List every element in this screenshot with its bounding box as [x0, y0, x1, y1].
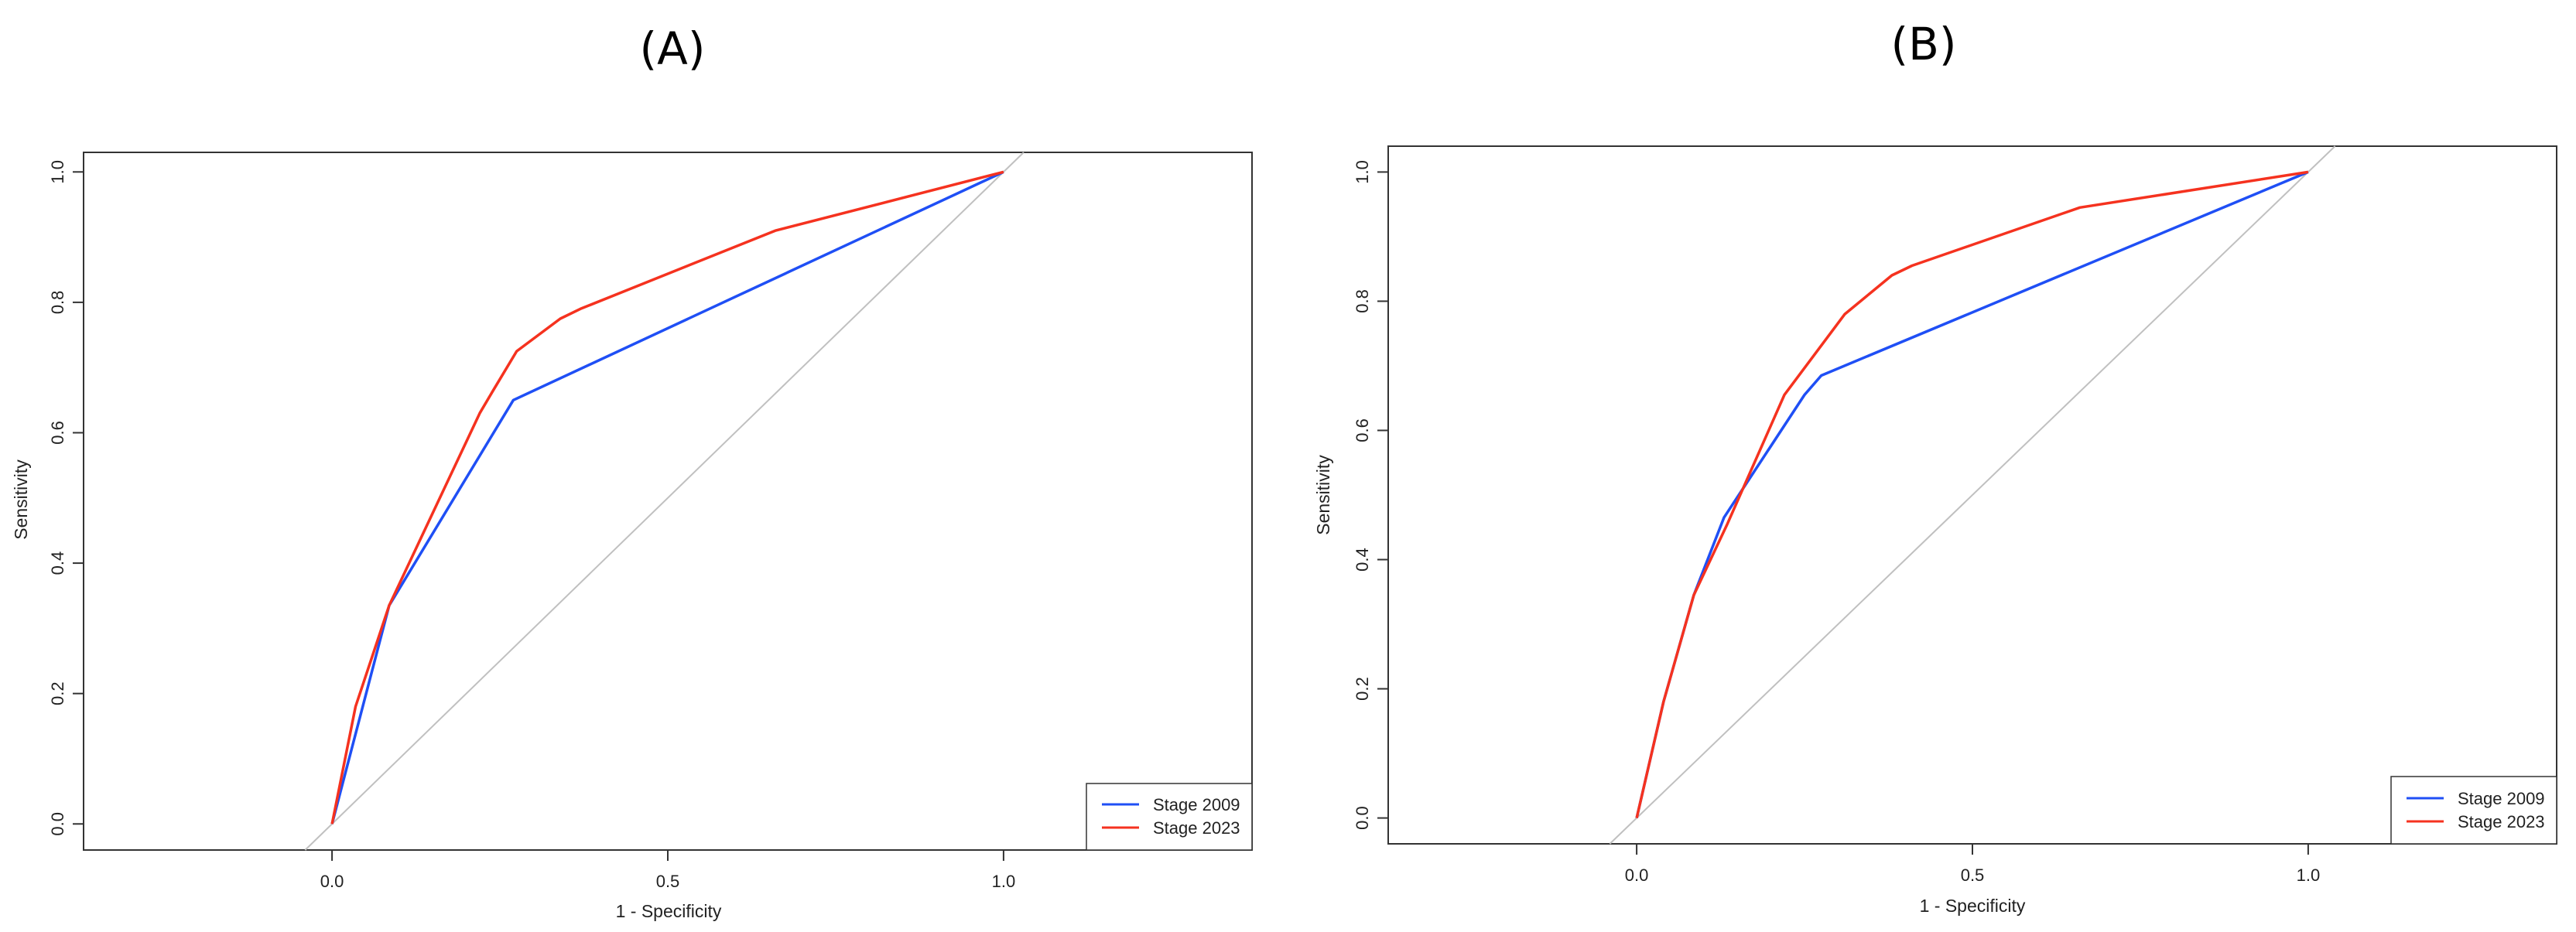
- panel-a-x-tick-label: 1.0: [992, 872, 1016, 891]
- panel-b-reference-diagonal: [1609, 145, 2336, 845]
- panel-a-y-tick-label: 0.6: [48, 421, 67, 445]
- panel-a-x-axis-label: 1 - Specificity: [616, 901, 722, 921]
- panel-a-title: (A): [640, 22, 706, 75]
- panel-a-series-stage-2023: [330, 170, 1004, 824]
- panel-a-series-stage-2009: [330, 170, 1004, 824]
- panel-b-x-axis-label: 1 - Specificity: [1920, 896, 2026, 916]
- panel-b-legend-label-stage-2023: Stage 2023: [2458, 812, 2545, 831]
- panel-a-x-tick-label: 0.5: [656, 872, 680, 891]
- panel-a-legend-label-stage-2023: Stage 2023: [1153, 818, 1240, 838]
- panel-a-reference-diagonal: [304, 152, 1025, 851]
- panel-b-y-axis-label: Sensitivity: [1313, 455, 1333, 535]
- panel-b-legend-box: [2390, 776, 2557, 845]
- panel-a: (A) 1 - Specificity Sensitivity 0.0 0.5 1.…: [11, 22, 1253, 921]
- panel-b-y-tick-label: 0.4: [1353, 548, 1372, 572]
- panel-b: (B) 1 - Specificity Sensitivity 0.0 0.5 1.…: [1313, 18, 2557, 916]
- panel-a-plot-frame: [83, 152, 1253, 851]
- panel-b-series-stage-2023: [1635, 170, 2309, 818]
- panel-a-y-tick-label: 0.8: [48, 291, 67, 315]
- panel-a-legend-box: [1086, 783, 1253, 851]
- panel-a-series-layer: 0.0 0.5 1.0 0.0 0.2 0.4 0.6 0.8 1.0: [48, 152, 1025, 891]
- panel-b-x-tick-label: 0.0: [1625, 865, 1649, 885]
- panel-b-y-tick-label: 0.0: [1353, 806, 1372, 830]
- panel-b-y-tick-label: 0.8: [1353, 289, 1372, 313]
- panel-b-y-tick-label: 0.2: [1353, 677, 1372, 701]
- panel-b-series-layer: 0.0 0.5 1.0 0.0 0.2 0.4 0.6 0.8 1.0: [1353, 145, 2336, 885]
- panel-a-legend-label-stage-2009: Stage 2009: [1153, 795, 1240, 814]
- panel-b-y-tick-label: 1.0: [1353, 160, 1372, 184]
- panel-a-x-tick-label: 0.0: [320, 872, 344, 891]
- panel-a-y-tick-label: 0.2: [48, 681, 67, 705]
- panel-b-legend-label-stage-2009: Stage 2009: [2458, 789, 2545, 808]
- panel-b-y-tick-label: 0.6: [1353, 418, 1372, 442]
- panel-b-x-tick-label: 1.0: [2297, 865, 2321, 885]
- panel-a-y-tick-label: 1.0: [48, 160, 67, 184]
- panel-a-y-tick-label: 0.0: [48, 812, 67, 836]
- panel-a-y-axis-label: Sensitivity: [11, 459, 31, 540]
- panel-a-y-tick-label: 0.4: [48, 551, 67, 575]
- panel-b-title: (B): [1890, 18, 1956, 70]
- panel-b-legend: Stage 2009 Stage 2023: [2390, 776, 2557, 845]
- panel-a-legend: Stage 2009 Stage 2023: [1086, 783, 1253, 851]
- panel-b-x-tick-label: 0.5: [1961, 865, 1985, 885]
